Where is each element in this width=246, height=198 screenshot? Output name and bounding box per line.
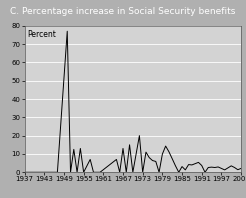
Text: Percent: Percent: [27, 30, 56, 39]
Text: C. Percentage increase in Social Security benefits: C. Percentage increase in Social Securit…: [10, 7, 236, 16]
